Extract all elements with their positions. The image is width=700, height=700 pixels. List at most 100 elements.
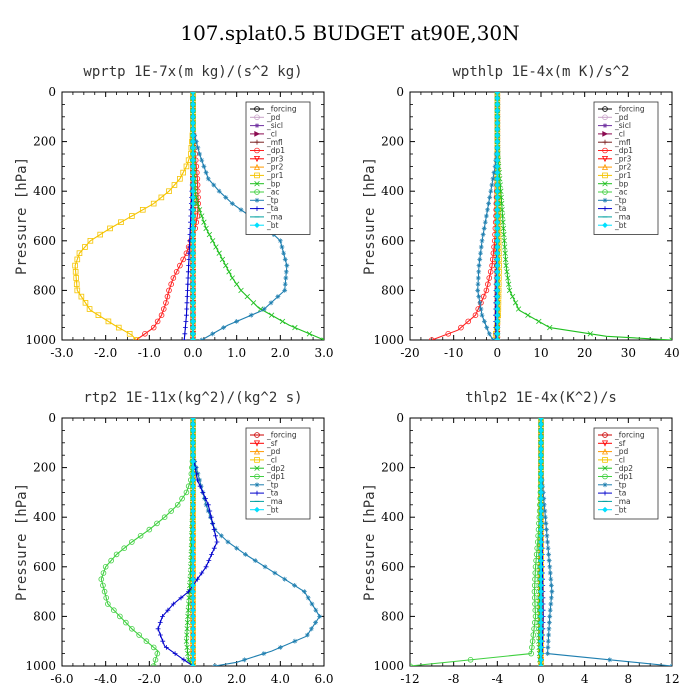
chart-1-marker-bp [502,244,508,250]
chart-1-marker-tp [484,325,490,330]
chart-3-legend-label: _ta [614,489,626,498]
chart-2-marker-bt [190,576,196,583]
chart-0-marker-pr1 [97,231,104,238]
chart-0-legend-label: _cl [266,130,277,139]
chart-2-marker-tp [234,545,240,551]
chart-2-marker-dp1 [123,619,129,626]
chart-0-legend-label: _mfl [266,138,283,147]
chart-1-legend-marker [602,206,608,211]
chart-2-marker-bt [190,483,196,490]
chart-2-marker-bt [190,644,196,651]
chart-2-xtick-label: -4.0 [94,672,117,686]
chart-1-ytick-label: 600 [381,234,404,248]
chart-1-marker-dp1 [472,312,479,319]
chart-2-marker-bt [190,532,196,539]
chart-1-marker-bt [494,231,501,238]
chart-3-marker-tp [545,539,550,545]
chart-0-marker-ta [185,288,190,293]
chart-1-marker-bt [494,163,501,170]
chart-1-marker-bp [503,262,509,269]
chart-1-legend-label: _ac [614,188,627,197]
chart-1-legend-label: _pr3 [614,154,632,163]
chart-1-marker-bt [494,194,501,201]
chart-0-marker-bp [194,200,201,207]
chart-2-marker-ta [205,502,211,508]
chart-0-ytick-label: 200 [33,135,56,149]
chart-3-marker-bt [538,421,544,428]
chart-0-legend-label: _sicl [266,121,283,130]
chart-1-marker-bt [494,169,501,176]
chart-3-marker-bt [538,439,544,446]
chart-0-marker-bt [190,95,196,102]
chart-0-marker-pr1 [158,194,165,201]
chart-0-marker-bt [190,237,196,244]
chart-1-marker-bt [494,120,501,126]
chart-3-legend-label: _dp2 [614,464,633,473]
chart-1-marker-tp [486,201,491,206]
chart-0-xtick-label: 3.0 [314,346,333,360]
chart-0-marker-bt [190,157,196,164]
chart-0-marker-pr1 [87,237,94,244]
chart-2-legend-marker [253,448,261,455]
chart-0-marker-tp [210,331,216,337]
chart-3-marker-bt [538,594,544,601]
chart-2-marker-bt [190,439,196,446]
chart-0-marker-ta [184,300,190,306]
chart-2-marker-ta [207,508,213,514]
chart-0-ytick-label: 0 [48,85,56,99]
chart-1-series-group [429,92,672,340]
chart-0-legend-label: _bt [266,221,279,230]
chart-2-marker-bt [190,551,196,558]
chart-2-xtick-label: -2.0 [138,672,161,686]
chart-3-marker-tp [548,595,554,601]
chart-1-marker-bt [494,126,501,133]
chart-0-marker-bt [190,120,196,126]
chart-2-marker-dp1 [108,557,114,564]
figure-title: 107.splat0.5 BUDGET at90E,30N [180,21,519,45]
chart-3-xtick-label: -8 [448,672,460,686]
chart-2-marker-tp [225,539,231,545]
chart-3-series-group [410,418,672,666]
chart-0-marker-bt [190,151,196,157]
chart-3-ylabel: Pressure [hPa] [362,483,378,601]
chart-0-xtick-label: -1.0 [138,346,161,360]
chart-3-marker-bt [538,526,544,533]
chart-0-marker-bp [201,219,207,225]
chart-1-marker-dp1 [465,318,472,325]
chart-1-marker-dp1 [458,324,464,331]
chart-1-marker-bt [494,256,501,263]
chart-2-marker-dp1 [129,625,135,632]
chart-2-marker-dp2 [184,626,190,632]
chart-0-legend-label: _forcing [266,105,297,114]
chart-0-marker-dp1 [173,268,180,275]
chart-1-legend-label: _forcing [614,105,645,114]
chart-2-marker-dp2 [185,650,191,657]
chart-3-legend-label: _cl [614,456,625,465]
chart-1-legend-marker [601,163,609,170]
chart-3-marker-bt [538,520,544,527]
chart-3-marker-bt [538,582,544,589]
chart-1-marker-tp [485,207,490,213]
chart-2-marker-ta [213,533,218,539]
chart-0-marker-tp [281,250,287,256]
chart-0-marker-bt [190,318,196,325]
chart-1-marker-bt [494,157,501,164]
chart-3-marker-tp [548,601,554,607]
chart-2-marker-ta [160,614,165,619]
chart-1-marker-bp [499,200,505,207]
chart-1-marker-bp [505,275,511,281]
chart-3-marker-bt [538,508,544,514]
chart-3-marker-bt [538,495,544,502]
chart-2-marker-bt [190,601,196,607]
chart-0-marker-bt [190,138,196,145]
chart-2-marker-ta [200,490,206,495]
chart-2-marker-dp1 [146,526,153,533]
chart-0-legend: _forcing_pd_sicl_cl_mfl_dp1_pr3_pr2_pr1_… [245,101,311,235]
chart-0-marker-bp [306,331,313,337]
chart-3-marker-bt [538,625,544,632]
chart-3-marker-tp [545,638,551,644]
chart-3-marker-tp [542,508,548,514]
chart-2-marker-bt [190,539,196,545]
chart-3-marker-bt [538,458,544,465]
chart-2-ylabel: Pressure [hPa] [14,483,30,601]
